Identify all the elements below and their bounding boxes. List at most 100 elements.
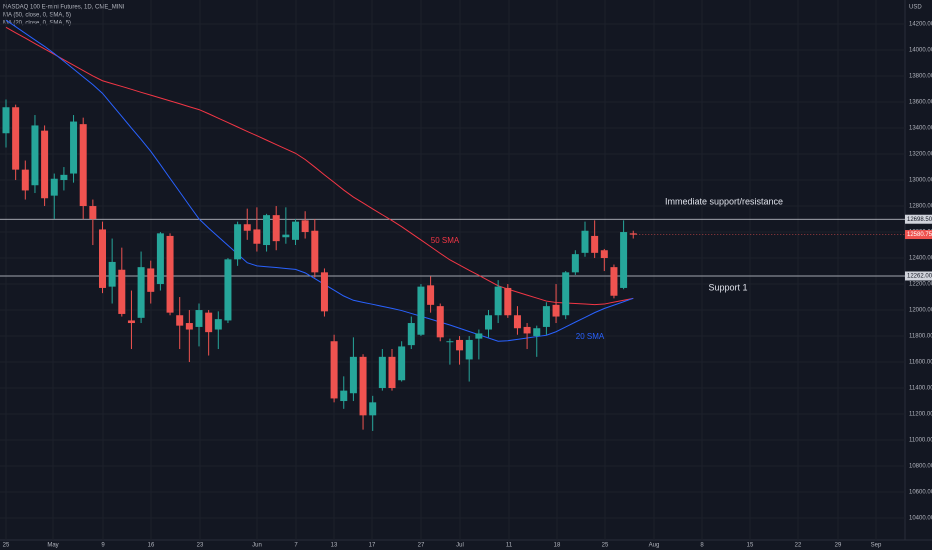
candle-body [214, 319, 222, 330]
last-price-box [905, 230, 932, 240]
candle-body [600, 250, 608, 259]
candle-body [340, 390, 348, 402]
candle-body [494, 286, 502, 316]
candle-body [552, 304, 560, 317]
candle-body [253, 229, 261, 244]
y-tick-label: 13800.00 [909, 74, 932, 80]
candle-body [359, 356, 367, 416]
y-tick-label: 12800.00 [909, 204, 932, 210]
candle-body [79, 124, 87, 207]
y-tick-label: 11000.00 [909, 438, 932, 444]
candle-body [523, 326, 531, 334]
y-tick-label: 11400.00 [909, 386, 932, 392]
y-tick-label: 13200.00 [909, 152, 932, 158]
candle-body [272, 215, 280, 242]
indicator-label: MA (50, close, 0, SMA, 5) [3, 13, 71, 19]
candle-body [263, 215, 271, 246]
candle-body [31, 125, 39, 186]
candle-body [89, 206, 97, 220]
y-tick-label: 13600.00 [909, 100, 932, 106]
candle-body [417, 286, 425, 335]
candle-body [224, 259, 232, 321]
candle-body [205, 312, 213, 333]
candle-body [147, 268, 155, 292]
candle-body [465, 339, 473, 360]
candle-body [99, 229, 106, 288]
candle-body [70, 121, 78, 174]
candle-body [156, 233, 164, 285]
x-tick-label: 18 [554, 543, 561, 549]
y-tick-label: 10400.00 [909, 516, 932, 522]
candle-body [108, 261, 116, 287]
x-tick-label: 7 [294, 543, 298, 549]
candle-body [185, 323, 193, 330]
x-tick-label: Sep [871, 543, 882, 549]
candle-body [330, 341, 338, 399]
candle-body [311, 230, 319, 273]
candle-body [427, 285, 435, 305]
candle-body [292, 221, 299, 240]
candle-body [456, 339, 464, 351]
price-label-box [905, 214, 932, 224]
candle-body [176, 315, 184, 326]
annotation: Support 1 [708, 282, 747, 292]
candle-body [475, 333, 483, 339]
candle-body [12, 107, 20, 170]
x-tick-label: Aug [649, 543, 660, 549]
candle-body [60, 174, 68, 181]
candle-body [243, 224, 251, 231]
candle-body [378, 356, 386, 389]
x-tick-label: 22 [795, 543, 802, 549]
x-tick-label: 15 [747, 543, 754, 549]
candle-body [41, 130, 49, 199]
candle-body [542, 306, 550, 327]
candle-body [513, 315, 521, 329]
candle-body [282, 234, 290, 238]
candle-body [166, 235, 174, 313]
x-tick-label: 13 [331, 543, 338, 549]
price-label-box [905, 271, 932, 281]
candle-body [436, 306, 444, 338]
candle-body [127, 320, 135, 324]
y-tick-label: 14200.00 [909, 22, 932, 28]
y-tick-label: 13400.00 [909, 126, 932, 132]
annotation: Immediate support/resistance [665, 196, 783, 206]
y-tick-label: 11600.00 [909, 360, 932, 366]
candle-body [388, 356, 396, 389]
x-tick-label: 27 [418, 543, 425, 549]
x-tick-label: 25 [3, 543, 10, 549]
candle-body [407, 323, 415, 346]
x-tick-label: May [47, 543, 58, 549]
x-tick-label: 23 [197, 543, 204, 549]
y-tick-label: 12400.00 [909, 256, 932, 262]
x-tick-label: Jun [252, 543, 262, 549]
candle-body [571, 254, 579, 273]
y-tick-label: 14000.00 [909, 48, 932, 54]
candle-body [118, 269, 126, 314]
y-tick-label: 12000.00 [909, 308, 932, 314]
x-tick-label: 29 [835, 543, 842, 549]
candle-body [369, 402, 377, 416]
candle-body [398, 346, 406, 381]
x-tick-label: 17 [369, 543, 376, 549]
last-price-label: 12580.75 [907, 232, 932, 238]
y-tick-label: 11800.00 [909, 334, 932, 340]
ma-line [5, 19, 634, 342]
x-tick-label: 11 [506, 543, 513, 549]
candle-body [620, 232, 628, 288]
candle-body [21, 169, 29, 191]
candle-body [195, 310, 203, 327]
ma-label: 50 SMA [431, 236, 460, 245]
candle-body [349, 356, 357, 394]
y-tick-label: 10800.00 [909, 464, 932, 470]
candle-body [320, 272, 328, 312]
candle-body [2, 107, 10, 134]
ma-label: 20 SMA [576, 332, 605, 341]
candle-body [446, 341, 454, 343]
candle-body [234, 224, 242, 260]
y-tick-label: 13000.00 [909, 178, 932, 184]
currency: USD [909, 5, 922, 11]
candle-body [629, 233, 637, 235]
candle-body [137, 267, 145, 318]
